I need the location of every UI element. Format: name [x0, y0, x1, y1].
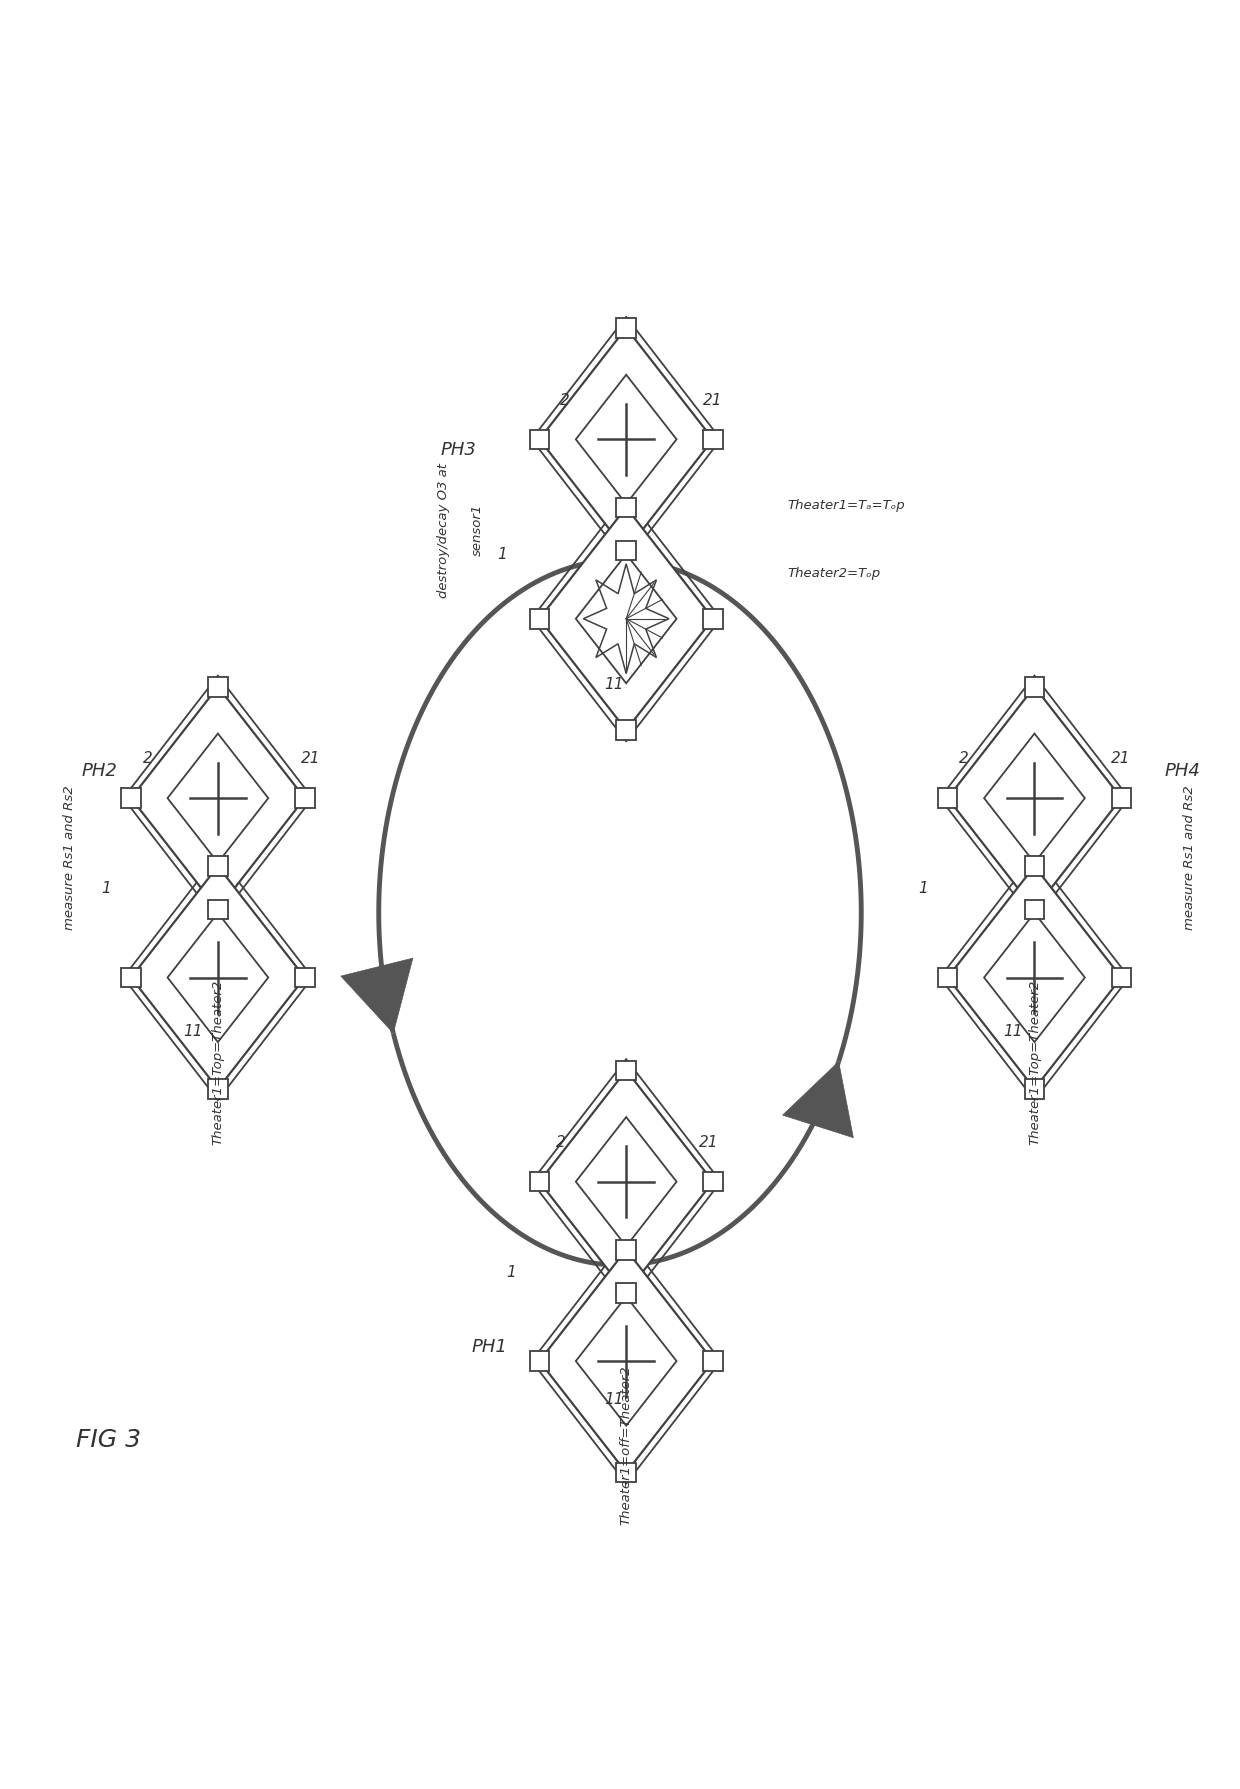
- Polygon shape: [616, 1240, 636, 1259]
- Polygon shape: [122, 968, 141, 988]
- Polygon shape: [208, 678, 228, 698]
- Polygon shape: [703, 610, 723, 630]
- Text: 21: 21: [1111, 751, 1131, 766]
- Text: 1: 1: [102, 880, 112, 896]
- Text: 1: 1: [919, 880, 928, 896]
- Text: 11: 11: [1003, 1023, 1023, 1038]
- Polygon shape: [703, 1351, 723, 1370]
- Polygon shape: [539, 508, 713, 730]
- Text: Theater1=off=Theater2: Theater1=off=Theater2: [620, 1365, 632, 1524]
- Text: destroy/decay O3 at: destroy/decay O3 at: [436, 462, 450, 598]
- Text: 11: 11: [604, 676, 624, 692]
- Polygon shape: [208, 1079, 228, 1098]
- Polygon shape: [782, 1063, 853, 1138]
- Text: 21: 21: [699, 1134, 719, 1149]
- Text: Theater1=Top=Theater2: Theater1=Top=Theater2: [211, 979, 224, 1143]
- Polygon shape: [703, 1172, 723, 1191]
- Text: 1: 1: [497, 547, 507, 562]
- Polygon shape: [539, 1070, 713, 1293]
- Text: Theater2=Tₒp: Theater2=Tₒp: [787, 567, 880, 580]
- Text: 11: 11: [604, 1392, 624, 1406]
- Polygon shape: [1024, 1079, 1044, 1098]
- Text: PH4: PH4: [1164, 762, 1200, 780]
- Text: 21: 21: [301, 751, 320, 766]
- Polygon shape: [341, 959, 413, 1034]
- Text: PH1: PH1: [471, 1336, 507, 1354]
- Polygon shape: [616, 721, 636, 741]
- Polygon shape: [529, 1351, 549, 1370]
- Polygon shape: [529, 610, 549, 630]
- Polygon shape: [616, 318, 636, 338]
- Polygon shape: [131, 866, 305, 1090]
- Text: 21: 21: [703, 392, 723, 408]
- Polygon shape: [616, 1463, 636, 1483]
- Polygon shape: [529, 431, 549, 449]
- Polygon shape: [616, 1283, 636, 1302]
- Polygon shape: [295, 789, 315, 809]
- Polygon shape: [616, 499, 636, 517]
- Polygon shape: [1024, 900, 1044, 920]
- Polygon shape: [208, 900, 228, 920]
- Polygon shape: [1111, 789, 1131, 809]
- Text: Theater1=Top=Theater2: Theater1=Top=Theater2: [1028, 979, 1040, 1143]
- Polygon shape: [208, 857, 228, 877]
- Polygon shape: [947, 866, 1121, 1090]
- Polygon shape: [122, 789, 141, 809]
- Polygon shape: [703, 431, 723, 449]
- Polygon shape: [1024, 678, 1044, 698]
- Text: FIG 3: FIG 3: [76, 1428, 140, 1451]
- Text: sensor1: sensor1: [471, 504, 484, 556]
- Polygon shape: [937, 789, 957, 809]
- Text: 2: 2: [959, 751, 968, 766]
- Text: measure Rs1 and Rs2: measure Rs1 and Rs2: [63, 785, 76, 930]
- Polygon shape: [539, 1251, 713, 1472]
- Polygon shape: [295, 968, 315, 988]
- Text: 2: 2: [556, 1134, 565, 1149]
- Text: measure Rs1 and Rs2: measure Rs1 and Rs2: [1183, 785, 1195, 930]
- Text: PH3: PH3: [440, 440, 476, 458]
- Polygon shape: [1111, 968, 1131, 988]
- Polygon shape: [937, 968, 957, 988]
- Text: PH2: PH2: [82, 762, 118, 780]
- Polygon shape: [947, 687, 1121, 911]
- Text: 1: 1: [506, 1265, 516, 1279]
- Text: 2: 2: [143, 751, 153, 766]
- Polygon shape: [539, 329, 713, 551]
- Polygon shape: [131, 687, 305, 911]
- Text: 11: 11: [184, 1023, 203, 1038]
- Text: 2: 2: [559, 392, 569, 408]
- Polygon shape: [616, 542, 636, 562]
- Text: Theater1=Tₐ=Tₒp: Theater1=Tₐ=Tₒp: [787, 499, 905, 512]
- Polygon shape: [529, 1172, 549, 1191]
- Polygon shape: [616, 1061, 636, 1081]
- Polygon shape: [1024, 857, 1044, 877]
